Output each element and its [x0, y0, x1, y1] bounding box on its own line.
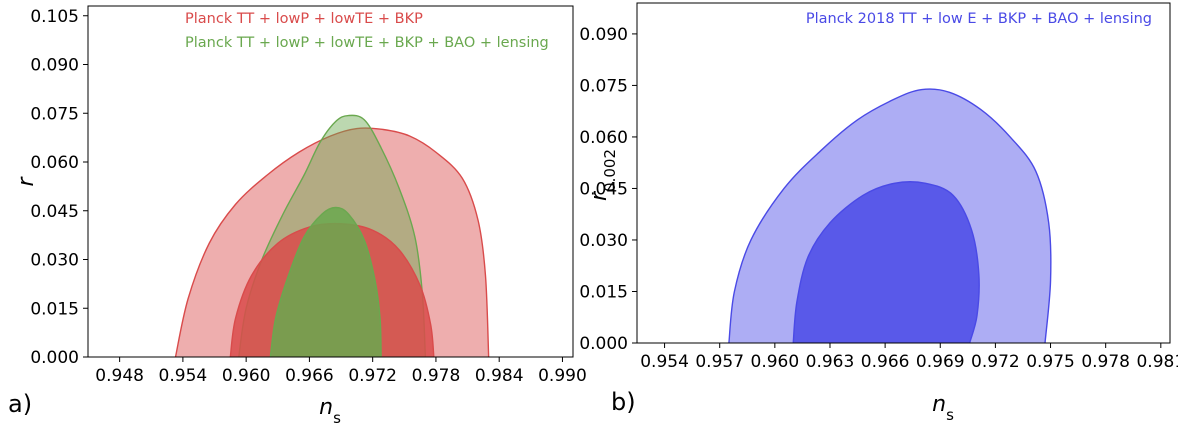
panel-b: 0.954 0.957 0.960 0.963 0.966 0.969 0.972 0.975…	[579, 2, 1178, 424]
panel-a: 0.948 0.954 0.960 0.966 0.972 0.978 0.984 0.990…	[8, 5, 587, 424]
axes-frame	[636, 2, 1171, 344]
x-tick-label: 0.984	[475, 366, 524, 386]
y-axis-label: r0.002	[587, 149, 619, 201]
x-tick-label: 0.948	[95, 366, 144, 386]
y-tick-label: 0.090	[30, 56, 79, 76]
y-tick-label: 0.030	[579, 231, 628, 251]
y-tick-label: 0.075	[30, 104, 79, 124]
contours	[728, 88, 1052, 343]
y-tick-label: 0.015	[30, 299, 79, 319]
x-tick-label: 0.975	[1026, 352, 1075, 372]
y-tick-label: 0.000	[579, 334, 628, 354]
x-tick-label: 0.954	[640, 352, 689, 372]
x-tick-label: 0.966	[861, 352, 910, 372]
legend-entry: Planck TT + lowP + lowTE + BKP + BAO + l…	[185, 35, 549, 51]
y-axis-label: r	[14, 176, 39, 187]
y-tick-label: 0.075	[579, 76, 628, 96]
x-axis-label: ns	[319, 395, 341, 424]
x-tick-label: 0.960	[222, 366, 271, 386]
legend-entry: Planck 2018 TT + low E + BKP + BAO + len…	[806, 11, 1152, 27]
x-tick-label: 0.972	[971, 352, 1020, 372]
x-tick-label: 0.978	[412, 366, 461, 386]
x-tick-label: 0.963	[806, 352, 855, 372]
x-tick-label: 0.966	[285, 366, 334, 386]
panel-label: b)	[611, 388, 636, 416]
y-tick-label: 0.105	[30, 7, 79, 27]
contour-68-series-1	[269, 206, 382, 357]
x-tick-label: 0.972	[348, 366, 397, 386]
x-tick-label: 0.990	[538, 366, 587, 386]
x-axis-label: ns	[932, 392, 954, 424]
y-tick-label: 0.060	[30, 153, 79, 173]
axes-frame	[87, 5, 574, 358]
x-tick-label: 0.954	[159, 366, 208, 386]
y-tick-label: 0.015	[579, 282, 628, 302]
contours	[174, 114, 490, 357]
y-tick-label: 0.090	[579, 25, 628, 45]
contour-68-series-0	[792, 181, 980, 343]
legend-entry: Planck TT + lowP + lowTE + BKP	[185, 11, 423, 27]
x-tick-label: 0.960	[751, 352, 800, 372]
x-tick-label: 0.978	[1081, 352, 1130, 372]
x-tick-label: 0.957	[695, 352, 744, 372]
x-tick-label: 0.969	[916, 352, 965, 372]
y-tick-label: 0.030	[30, 251, 79, 271]
panel-label: a)	[8, 390, 32, 418]
y-tick-label: 0.060	[579, 128, 628, 148]
y-tick-label: 0.045	[579, 179, 628, 199]
x-tick-label: 0.981	[1136, 352, 1178, 372]
y-tick-label: 0.000	[30, 348, 79, 368]
y-tick-label: 0.045	[30, 202, 79, 222]
